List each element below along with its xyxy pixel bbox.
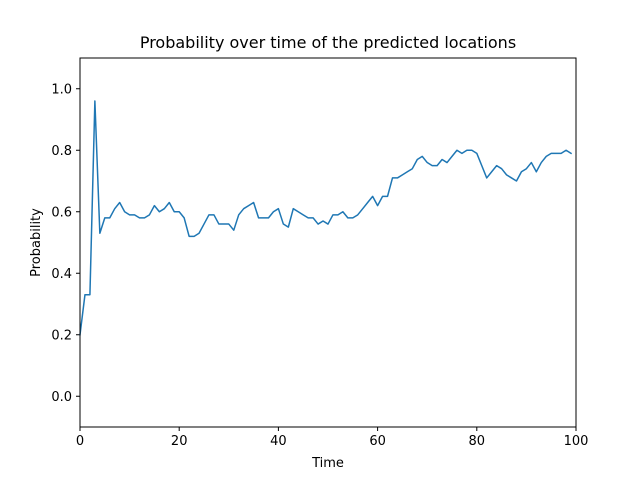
plot-frame bbox=[79, 57, 577, 428]
series-layer bbox=[79, 100, 573, 336]
x-tick-label: 20 bbox=[171, 434, 188, 449]
y-tick-label: 1.0 bbox=[51, 82, 72, 97]
x-tick-label: 0 bbox=[76, 434, 84, 449]
x-axis-ticks: 0 20 40 60 80 100 bbox=[76, 427, 589, 449]
y-axis-label: Probability bbox=[29, 208, 44, 277]
y-tick-label: 0.8 bbox=[51, 144, 72, 159]
y-tick-label: 0.0 bbox=[51, 390, 72, 405]
chart-title: Probability over time of the predicted l… bbox=[140, 33, 516, 52]
x-tick-label: 60 bbox=[369, 434, 386, 449]
y-tick-label: 0.4 bbox=[51, 267, 72, 282]
x-tick-label: 100 bbox=[564, 434, 589, 449]
x-axis-label: Time bbox=[311, 456, 344, 471]
x-tick-label: 80 bbox=[469, 434, 486, 449]
x-tick-label: 40 bbox=[270, 434, 287, 449]
y-axis-ticks: 0.0 0.2 0.4 0.6 0.8 1.0 bbox=[51, 82, 80, 405]
y-tick-label: 0.6 bbox=[51, 205, 72, 220]
series-line-0 bbox=[79, 100, 573, 336]
y-tick-label: 0.2 bbox=[51, 328, 72, 343]
